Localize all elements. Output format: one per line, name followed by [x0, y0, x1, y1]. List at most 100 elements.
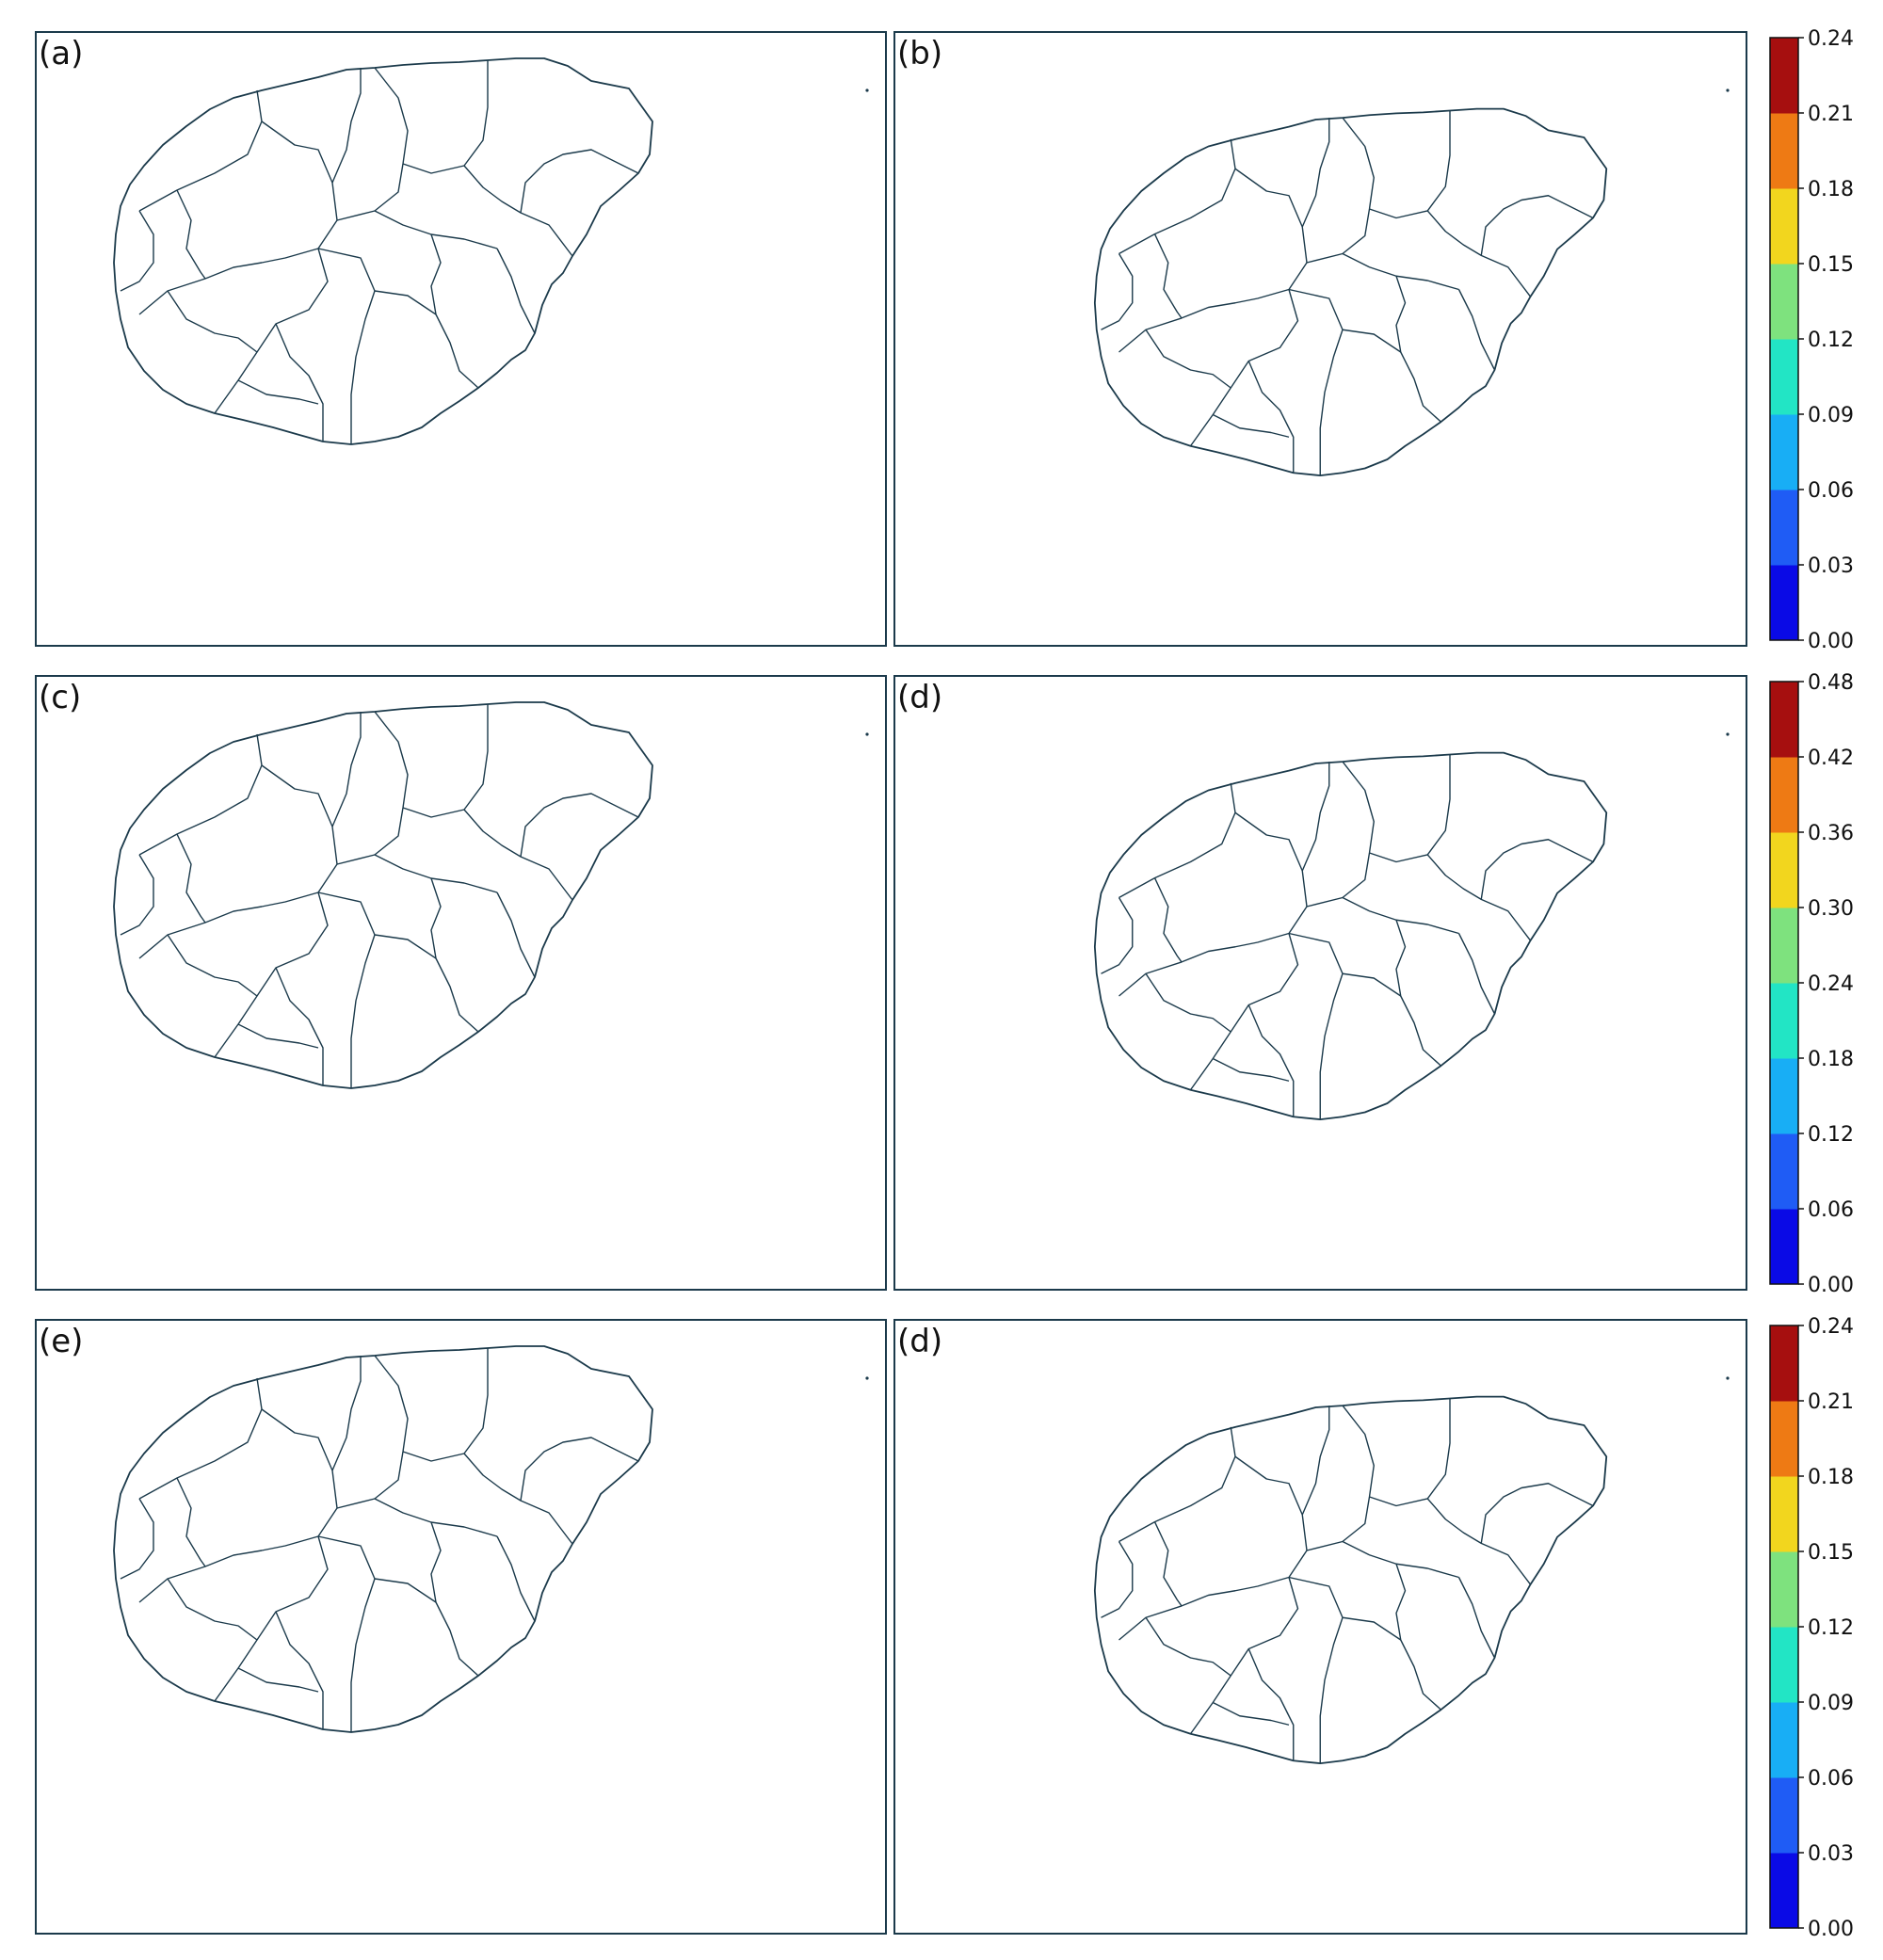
- county-boundary: [1301, 118, 1330, 228]
- colorbar-tick-label: 0.18: [1808, 1048, 1854, 1071]
- county-boundary: [120, 1498, 154, 1580]
- offshore-islet: [1726, 732, 1730, 736]
- county-boundary: [374, 934, 437, 959]
- colorbar-tick-label: 0.06: [1808, 1198, 1854, 1222]
- county-boundary: [1234, 168, 1308, 290]
- map-panel: (d): [893, 675, 1747, 1291]
- colorbar-tick-label: 0.15: [1808, 253, 1854, 277]
- county-boundary: [1480, 195, 1594, 256]
- county-boundary: [1342, 329, 1402, 353]
- colorbar-tick-label: 0.00: [1808, 1274, 1854, 1297]
- county-boundary: [402, 60, 489, 174]
- county-boundary: [520, 1437, 639, 1502]
- county-boundary: [1101, 253, 1134, 330]
- county-boundary: [261, 1408, 338, 1537]
- offshore-islet: [1726, 88, 1730, 92]
- county-boundary: [138, 1377, 263, 1500]
- county-boundary: [275, 967, 324, 1085]
- county-boundary: [1119, 782, 1236, 899]
- county-boundary: [1234, 811, 1308, 934]
- county-boundary: [1301, 762, 1330, 872]
- colorbar-tick-label: 0.09: [1808, 404, 1854, 427]
- county-boundary: [1457, 933, 1496, 1015]
- county-boundary: [374, 1578, 437, 1603]
- island-coastline: [113, 57, 653, 445]
- offshore-islet: [865, 1376, 869, 1380]
- county-boundary: [1145, 1616, 1231, 1677]
- county-boundary: [176, 189, 206, 280]
- county-boundary: [275, 1611, 324, 1729]
- county-boundary: [1369, 110, 1451, 219]
- colorbar-bin: [1770, 1702, 1798, 1778]
- county-boundary: [1342, 972, 1402, 997]
- colorbar-tick-label: 0.18: [1808, 1466, 1854, 1489]
- county-boundary: [496, 892, 536, 978]
- panel-label: (d): [897, 679, 942, 716]
- colorbar-bin: [1770, 1627, 1798, 1703]
- county-boundary: [317, 892, 376, 1088]
- county-boundary: [237, 1667, 319, 1693]
- offshore-islet: [1726, 1376, 1730, 1380]
- county-boundary: [331, 68, 362, 184]
- county-boundary: [176, 833, 206, 924]
- county-boundary: [317, 248, 376, 444]
- county-boundary: [237, 379, 319, 405]
- colorbar-bin: [1770, 757, 1798, 833]
- colorbar-tick-label: 0.24: [1808, 972, 1854, 996]
- county-boundary: [331, 1356, 362, 1471]
- colorbar-bin: [1770, 1853, 1798, 1929]
- county-boundary: [463, 1453, 573, 1545]
- county-boundary: [374, 290, 437, 315]
- county-boundary: [1480, 839, 1594, 900]
- colorbar-tick-label: 0.00: [1808, 630, 1854, 653]
- county-boundary: [1457, 289, 1496, 371]
- panel-frame: [35, 675, 887, 1291]
- colorbar-tick-label: 0.09: [1808, 1692, 1854, 1715]
- county-boundary: [520, 793, 639, 858]
- county-boundary: [1369, 754, 1451, 863]
- colorbar-bin: [1770, 908, 1798, 984]
- county-boundary: [463, 165, 573, 257]
- colorbar-tick-label: 0.12: [1808, 1123, 1854, 1147]
- panel-frame: [35, 31, 887, 647]
- county-boundary: [1145, 972, 1231, 1033]
- county-boundary: [374, 67, 409, 212]
- county-boundary: [336, 854, 498, 893]
- colorbar-bin: [1770, 832, 1798, 908]
- colorbar-bin: [1770, 565, 1798, 641]
- offshore-islet: [865, 88, 869, 92]
- county-boundary: [1153, 233, 1183, 319]
- island-coastline: [1093, 751, 1608, 1120]
- panel-label: (c): [39, 679, 81, 716]
- county-boundary: [138, 733, 263, 856]
- county-boundary: [402, 704, 489, 818]
- colorbar-bin: [1770, 38, 1798, 114]
- colorbar-bin: [1770, 682, 1798, 758]
- island-coastline: [1093, 1395, 1608, 1764]
- colorbar-tick-label: 0.21: [1808, 103, 1854, 126]
- colorbar-bin: [1770, 264, 1798, 340]
- county-boundary: [336, 210, 498, 249]
- offshore-islet: [865, 732, 869, 736]
- county-boundary: [1247, 361, 1295, 474]
- colorbar-bin: [1770, 1401, 1798, 1477]
- colorbar-bin: [1770, 1476, 1798, 1552]
- colorbar-tick-label: 0.18: [1808, 178, 1854, 201]
- colorbar-tick-label: 0.21: [1808, 1390, 1854, 1414]
- colorbar-tick-label: 0.30: [1808, 897, 1854, 921]
- county-boundary: [496, 1535, 536, 1622]
- colorbar-bin: [1770, 983, 1798, 1059]
- colorbar-tick-label: 0.06: [1808, 479, 1854, 503]
- county-boundary: [496, 248, 536, 334]
- county-boundary: [1247, 1648, 1295, 1761]
- panel-label: (b): [897, 35, 942, 72]
- map-panel: (d): [893, 1319, 1747, 1935]
- panel-frame: [35, 1319, 887, 1935]
- map-panel: (a): [35, 31, 887, 647]
- map-panel: (b): [893, 31, 1747, 647]
- county-boundary: [167, 290, 258, 353]
- county-boundary: [1288, 1576, 1344, 1764]
- colorbar-tick-label: 0.24: [1808, 27, 1854, 51]
- county-boundary: [1288, 932, 1344, 1120]
- county-boundary: [1247, 1004, 1295, 1117]
